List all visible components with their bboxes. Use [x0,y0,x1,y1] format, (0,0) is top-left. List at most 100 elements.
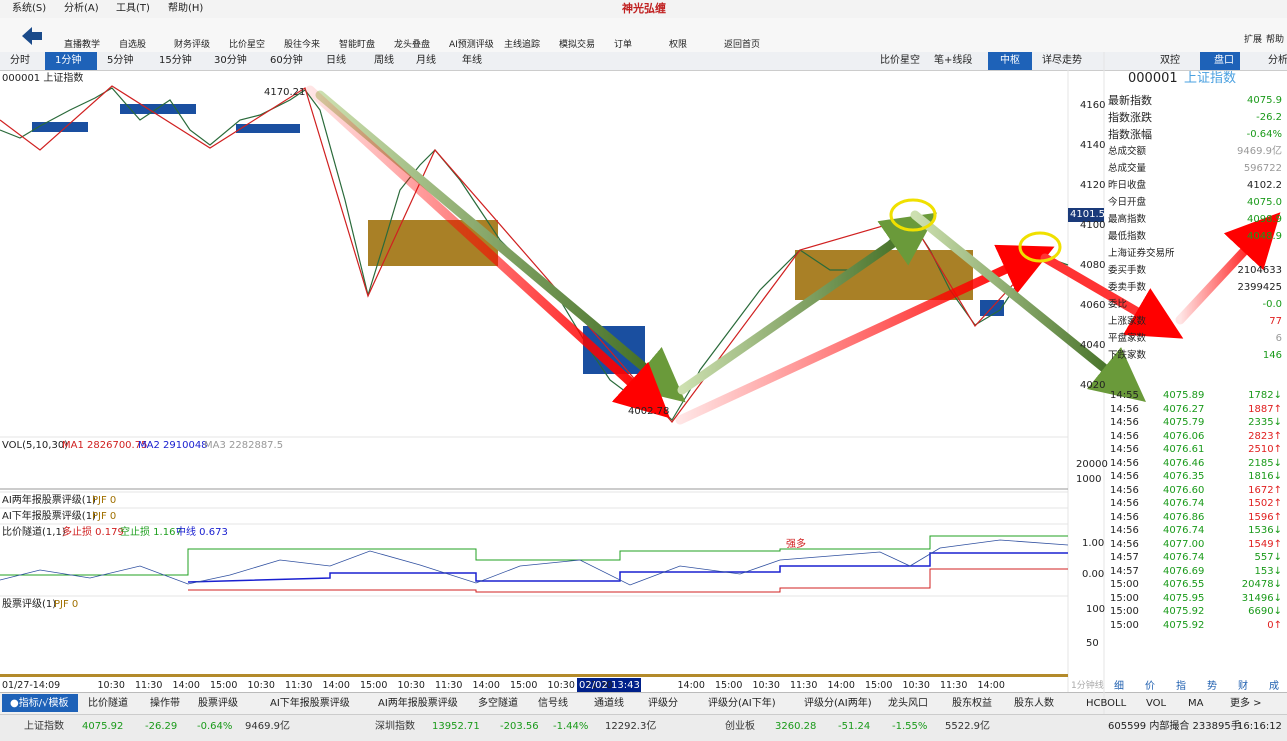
period-tab[interactable]: 15分钟 [159,55,192,66]
tunnel-lower [188,568,1068,593]
panel-bottom-tab[interactable]: 财 [1238,681,1248,692]
indicator-value: 空止损 1.167 [120,527,182,538]
toolbar-button[interactable]: AI预测评级 [449,40,494,50]
volume-tick: 20000 [1076,459,1108,470]
panel-tab[interactable]: 分析 [1268,55,1287,66]
indicator-tab[interactable]: 信号线 [538,698,568,709]
view-tab[interactable]: 中枢 [1000,55,1020,66]
indicator-tab[interactable]: 股票评级 [198,698,238,709]
volume-tick: 1000 [1076,474,1102,485]
trade-time: 14:56 [1110,471,1139,482]
indicator-tab[interactable]: 更多 > [1230,698,1262,709]
panel-value: 4102.2 [1247,180,1282,191]
panel-label: 上涨家数 [1108,316,1147,327]
trade-price: 4075.79 [1163,417,1205,428]
toolbar-button[interactable]: 主线追踪 [504,40,541,50]
period-tab[interactable]: 1分钟 [55,55,82,66]
toolbar-button[interactable]: 返回首页 [724,40,761,50]
trade-time: 14:56 [1110,417,1139,428]
indicator-tab[interactable]: VOL [1146,698,1167,709]
time-label: 11:30 [585,680,613,691]
period-tab[interactable]: 5分钟 [107,55,134,66]
period-tab[interactable]: 月线 [416,55,436,66]
panel-bottom-tab[interactable]: 价 [1145,681,1155,692]
view-tab[interactable]: 比价星空 [880,55,920,66]
period-tab[interactable]: 年线 [462,55,482,66]
toolbar-button[interactable]: 比价星空 [229,40,266,50]
toolbar-button[interactable]: 扩展 [1244,35,1263,45]
indicator-tab[interactable]: 评级分(AI两年) [804,698,872,709]
toolbar-button[interactable]: 帮助 [1266,35,1285,45]
indicator-tab[interactable]: 股东人数 [1014,698,1054,709]
period-tab[interactable]: 60分钟 [270,55,303,66]
trade-price: 4076.74 [1163,552,1205,563]
toolbar-button[interactable]: 智能盯盘 [339,40,376,50]
view-tab[interactable]: 详尽走势 [1042,55,1082,66]
time-label: 10:30 [397,680,425,691]
toolbar-button[interactable]: 龙头叠盘 [394,40,431,50]
indicator-tab[interactable]: AI下年报股票评级 [270,698,350,709]
panel-bottom-tab[interactable]: 指 [1176,681,1186,692]
toolbar-button[interactable]: 模拟交易 [559,40,596,50]
menu-item[interactable]: 系统(S) [12,3,47,14]
panel-bottom-tab[interactable]: 细 [1114,681,1124,692]
panel-tab[interactable]: 盘口 [1214,55,1234,66]
trade-volume: 1502↑ [1248,498,1282,509]
tunnel-price [0,539,1069,586]
panel-value: 4048.9 [1247,231,1282,242]
toolbar-button[interactable]: 财务评级 [174,40,211,50]
indicator-tab[interactable]: AI两年报股票评级 [378,698,458,709]
toolbar-button[interactable]: 订单 [614,40,633,50]
indicator-tab[interactable]: 比价隧道 [88,698,128,709]
volume-ma: MA2 2910048 [138,440,208,451]
period-tab[interactable]: 周线 [374,55,394,66]
toolbar-button[interactable]: 权限 [669,40,688,50]
panel-tab[interactable]: 双控 [1160,55,1180,66]
indicator-tab[interactable]: 通道线 [594,698,624,709]
time-cursor: 02/02 13:43 [579,680,640,691]
view-tab[interactable]: 笔+线段 [934,55,973,66]
panel-value: -0.64% [1246,129,1282,140]
trade-price: 4076.74 [1163,498,1205,509]
panel-bottom-tab[interactable]: 势 [1207,681,1217,692]
indicator-tick: 50 [1086,638,1099,649]
time-label: 10:30 [902,680,930,691]
indicator-tab[interactable]: 评级分(AI下年) [708,698,776,709]
toolbar-button[interactable]: 股往今来 [284,40,321,50]
tunnel-mid [187,552,1068,583]
volume-label: VOL(5,10,30) [2,440,69,451]
volume-ma: MA1 2826700.75 [62,440,148,451]
indicator-tab[interactable]: 龙头风口 [888,698,928,709]
menu-item[interactable]: 工具(T) [116,3,150,14]
period-tab[interactable]: 30分钟 [214,55,247,66]
panel-bottom-tab[interactable]: 成 [1269,681,1279,692]
indicator-tab[interactable]: MA [1188,698,1204,709]
back-button[interactable] [22,27,42,45]
trade-volume: 2823↑ [1248,430,1282,442]
indicator-tab[interactable]: 评级分 [648,698,678,709]
time-label: 10:30 [547,680,575,691]
time-label: 01/27-14:09 [2,680,61,691]
indicator-tab[interactable]: 股东权益 [952,698,992,709]
time-label: 14:00 [172,680,200,691]
menu-item[interactable]: 分析(A) [64,3,99,14]
trade-time: 14:56 [1110,525,1139,536]
toolbar-button[interactable]: 直播教学 [64,40,101,50]
indicator-tab[interactable]: 操作带 [150,698,180,709]
divider [0,674,1068,677]
panel-label: 最高指数 [1108,214,1147,225]
indicator-tab[interactable]: HCBOLL [1086,698,1127,709]
active-panel-tab [1200,52,1240,70]
panel-name: 上证指数 [1184,71,1237,86]
period-tab[interactable]: 日线 [326,55,346,66]
price-tick: 4020 [1080,380,1106,391]
indicator-tab[interactable]: ●指标/√模板 [10,698,69,709]
indicator-tab[interactable]: 多空隧道 [478,698,518,709]
trade-volume: 1816↓ [1248,471,1282,482]
time-label: 11:30 [790,680,818,691]
toolbar-button[interactable]: 自选股 [119,40,147,50]
status-item: 605599 内部撮合 233895手 [1108,721,1241,732]
period-tab[interactable]: 分时 [10,55,30,66]
time-label: 14:00 [827,680,855,691]
menu-item[interactable]: 帮助(H) [168,3,204,14]
